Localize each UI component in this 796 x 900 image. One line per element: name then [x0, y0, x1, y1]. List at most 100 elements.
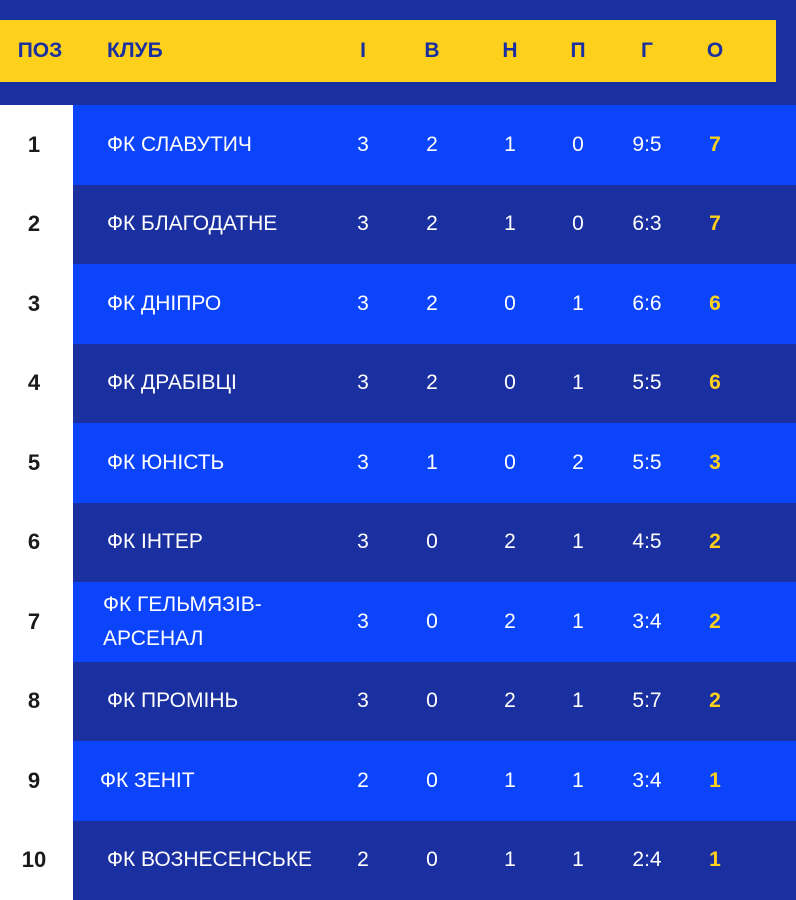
row-wins: 0 — [426, 689, 438, 713]
row-wins: 0 — [426, 609, 438, 633]
row-goals: 5:5 — [632, 450, 662, 474]
header-gap — [0, 82, 796, 105]
header-pos: ПОЗ — [17, 39, 63, 62]
row-draws: 0 — [504, 291, 516, 315]
row-losses: 1 — [572, 689, 584, 713]
row-played: 2 — [357, 768, 369, 792]
row-goals: 2:4 — [632, 848, 662, 872]
row-points: 6 — [709, 371, 721, 395]
row-position: 8 — [27, 688, 41, 714]
row-position: 9 — [27, 767, 41, 793]
row-played: 3 — [357, 132, 369, 156]
header-wins: В — [424, 39, 440, 62]
table-row: 6 ФК ІНТЕР 3 0 2 1 4:5 2 — [0, 502, 796, 582]
row-wins: 2 — [426, 371, 438, 395]
table-header: ПОЗ КЛУБ І В Н П Г О — [0, 20, 776, 82]
row-points: 2 — [709, 530, 721, 554]
row-goals: 9:5 — [632, 132, 662, 156]
table-row: 10 ФК ВОЗНЕСЕНСЬКЕ 2 0 1 1 2:4 1 — [0, 820, 796, 900]
row-position: 4 — [27, 370, 41, 396]
row-position: 1 — [27, 131, 41, 157]
table-row: 3 ФК ДНІПРО 3 2 0 1 6:6 6 — [0, 264, 796, 344]
row-goals: 5:7 — [632, 689, 662, 713]
row-points: 3 — [709, 450, 721, 474]
row-draws: 1 — [504, 212, 516, 236]
row-played: 2 — [357, 848, 369, 872]
row-points: 1 — [709, 768, 721, 792]
row-played: 3 — [357, 530, 369, 554]
row-points: 2 — [709, 609, 721, 633]
row-losses: 1 — [572, 530, 584, 554]
row-losses: 1 — [572, 848, 584, 872]
table-body: 1 ФК СЛАВУТИЧ 3 2 1 0 9:5 7 2 ФК БЛАГОДА… — [0, 105, 796, 900]
row-draws: 1 — [504, 768, 516, 792]
row-losses: 1 — [572, 609, 584, 633]
row-wins: 0 — [426, 768, 438, 792]
row-losses: 2 — [572, 450, 584, 474]
row-points: 6 — [709, 291, 721, 315]
row-draws: 1 — [504, 132, 516, 156]
row-played: 3 — [357, 291, 369, 315]
row-club: ФК ВОЗНЕСЕНСЬКЕ — [107, 848, 313, 872]
table-row: 8 ФК ПРОМІНЬ 3 0 2 1 5:7 2 — [0, 661, 796, 741]
row-wins: 0 — [426, 848, 438, 872]
header-draws: Н — [502, 39, 518, 62]
row-club: ФК ДРАБІВЦІ — [107, 371, 237, 395]
row-club: ФК ЗЕНІТ — [100, 768, 195, 792]
row-points: 7 — [709, 212, 721, 236]
row-losses: 1 — [572, 371, 584, 395]
header-points: О — [706, 39, 724, 62]
row-club: ФК ДНІПРО — [107, 291, 222, 315]
row-club: ФК ПРОМІНЬ — [107, 689, 239, 713]
table-row: 5 ФК ЮНІСТЬ 3 1 0 2 5:5 3 — [0, 423, 796, 503]
row-draws: 2 — [504, 609, 516, 633]
row-position: 6 — [27, 529, 41, 555]
row-position: 10 — [21, 847, 47, 873]
row-points: 2 — [709, 689, 721, 713]
table-row: 4 ФК ДРАБІВЦІ 3 2 0 1 5:5 6 — [0, 343, 796, 423]
row-club: ФК СЛАВУТИЧ — [107, 132, 252, 156]
table-row: 7 ФК ГЕЛЬМЯЗІВ- АРСЕНАЛ 3 0 2 1 3:4 2 — [0, 582, 796, 662]
row-losses: 1 — [572, 768, 584, 792]
header-goals: Г — [641, 39, 653, 62]
row-goals: 6:6 — [632, 291, 662, 315]
table-row: 1 ФК СЛАВУТИЧ 3 2 1 0 9:5 7 — [0, 105, 796, 185]
row-points: 7 — [709, 132, 721, 156]
row-played: 3 — [357, 450, 369, 474]
row-goals: 6:3 — [632, 212, 662, 236]
row-position: 5 — [27, 449, 41, 475]
row-goals: 4:5 — [632, 530, 662, 554]
row-goals: 3:4 — [632, 768, 662, 792]
table-row: 9 ФК ЗЕНІТ 2 0 1 1 3:4 1 — [0, 741, 796, 821]
row-wins: 2 — [426, 291, 438, 315]
row-wins: 0 — [426, 530, 438, 554]
row-position: 7 — [27, 608, 41, 634]
row-losses: 0 — [572, 212, 584, 236]
row-losses: 1 — [572, 291, 584, 315]
row-played: 3 — [357, 689, 369, 713]
row-points: 1 — [709, 848, 721, 872]
row-goals: 5:5 — [632, 371, 662, 395]
row-position: 2 — [27, 211, 41, 237]
row-wins: 2 — [426, 212, 438, 236]
row-draws: 1 — [504, 848, 516, 872]
row-losses: 0 — [572, 132, 584, 156]
row-draws: 2 — [504, 530, 516, 554]
position-column-strip — [0, 105, 73, 900]
row-club: ФК ГЕЛЬМЯЗІВ- АРСЕНАЛ — [103, 582, 353, 662]
header-played: І — [360, 39, 366, 62]
row-played: 3 — [357, 371, 369, 395]
row-club: ФК ЮНІСТЬ — [107, 450, 225, 474]
row-goals: 3:4 — [632, 609, 662, 633]
row-club: ФК БЛАГОДАТНЕ — [107, 212, 278, 236]
row-played: 3 — [357, 609, 369, 633]
row-draws: 2 — [504, 689, 516, 713]
row-wins: 1 — [426, 450, 438, 474]
table-row: 2 ФК БЛАГОДАТНЕ 3 2 1 0 6:3 7 — [0, 184, 796, 264]
header-losses: П — [570, 39, 586, 62]
row-club-line-1: ФК ГЕЛЬМЯЗІВ- — [103, 592, 262, 616]
row-club: ФК ІНТЕР — [107, 530, 203, 554]
header-club: КЛУБ — [107, 39, 163, 62]
row-played: 3 — [357, 212, 369, 236]
